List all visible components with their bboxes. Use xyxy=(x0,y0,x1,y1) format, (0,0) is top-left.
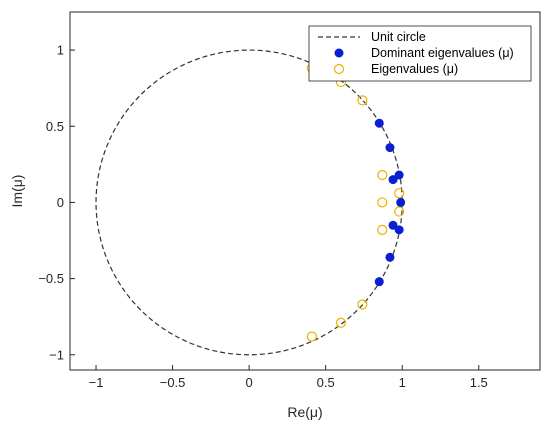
eigenvalue-point-8 xyxy=(377,197,388,208)
eigenvalue-point-10 xyxy=(394,206,405,217)
dominant-eigenvalue-point-1 xyxy=(374,277,384,287)
eigenvalue-point-3 xyxy=(335,317,347,328)
dominant-eigenvalue-point-0 xyxy=(374,118,384,128)
x-tick-label: −0.5 xyxy=(160,375,186,390)
y-tick-label: 1 xyxy=(57,43,64,58)
dominant-eigenvalue-point-7 xyxy=(388,220,398,230)
x-tick-label: −1 xyxy=(89,375,104,390)
dominant-eigenvalue-point-8 xyxy=(396,197,406,207)
dominant-eigenvalue-point-3 xyxy=(385,252,395,262)
y-tick-label: −0.5 xyxy=(38,271,64,286)
x-tick-label: 0 xyxy=(246,375,253,390)
y-tick-label: 0.5 xyxy=(46,119,64,134)
dominant-eigenvalue-point-4 xyxy=(394,170,404,180)
legend-unit-circle-label: Unit circle xyxy=(371,30,426,44)
eigenvalue-point-4 xyxy=(357,95,368,106)
x-axis: −1 −0.5 0 0.5 1 1.5 xyxy=(89,365,488,390)
eigenvalue-point-7 xyxy=(377,224,388,235)
dominant-eigenvalue-point-2 xyxy=(385,143,395,153)
x-axis-label: Re(μ) xyxy=(287,404,322,420)
legend-dominant-label: Dominant eigenvalues (μ) xyxy=(371,46,514,60)
eigenvalue-point-1 xyxy=(306,331,317,342)
legend-eigenvalues-label: Eigenvalues (μ) xyxy=(371,62,458,76)
legend-eigenvalues-marker xyxy=(333,63,345,75)
x-tick-label: 1 xyxy=(399,375,406,390)
dominant-eigenvalue-point-5 xyxy=(394,225,404,235)
y-tick-label: −1 xyxy=(49,347,64,362)
x-tick-label: 1.5 xyxy=(470,375,488,390)
legend-box xyxy=(308,25,532,82)
y-tick-label: 0 xyxy=(57,195,64,210)
eigenvalue-point-9 xyxy=(394,188,405,199)
y-axis: −1 −0.5 0 0.5 1 xyxy=(38,43,75,362)
dominant-eigenvalue-point-6 xyxy=(388,175,398,185)
x-tick-label: 0.5 xyxy=(317,375,335,390)
legend-dominant-marker xyxy=(334,48,344,58)
y-axis-label: Im(μ) xyxy=(9,175,25,208)
eigenvalue-point-6 xyxy=(377,169,388,181)
eigenvalue-point-5 xyxy=(357,299,368,310)
legend: Unit circle Dominant eigenvalues (μ) Eig… xyxy=(308,25,532,82)
